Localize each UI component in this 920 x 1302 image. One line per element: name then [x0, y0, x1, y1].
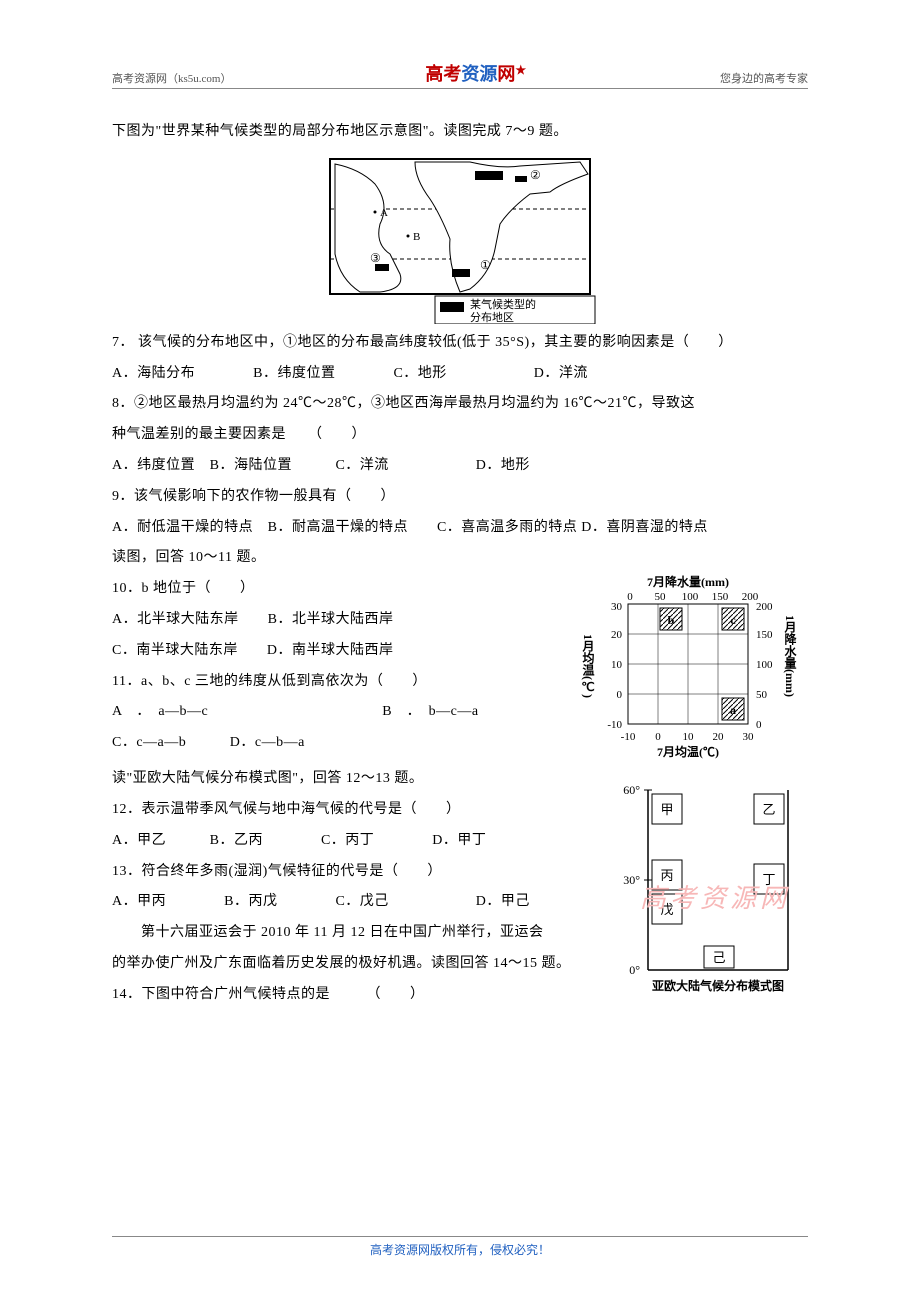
svg-text:20: 20	[713, 731, 725, 743]
svg-text:c: c	[730, 613, 736, 627]
svg-text:0°: 0°	[629, 963, 640, 977]
svg-text:30°: 30°	[623, 873, 640, 887]
header-right: 您身边的高考专家	[720, 70, 808, 86]
svg-text:50: 50	[756, 689, 768, 701]
svg-text:0: 0	[655, 731, 661, 743]
svg-text:-10: -10	[621, 731, 636, 743]
intro-text: 下图为"世界某种气候类型的局部分布地区示意图"。读图完成 7～9 题。	[112, 117, 808, 148]
page-footer: 高考资源网版权所有，侵权必究！	[112, 1236, 808, 1258]
question-9-options: A．耐低温干燥的特点 B．耐高温干燥的特点 C．喜高温多雨的特点 D．喜阴喜湿的…	[112, 513, 808, 544]
svg-text:1月均温(℃): 1月均温(℃)	[581, 634, 595, 698]
intro-text-2: 读图，回答 10～11 题。	[112, 543, 808, 574]
svg-text:150: 150	[756, 629, 773, 641]
svg-text:30: 30	[743, 731, 755, 743]
question-7-stem: 7． 该气候的分布地区中，①地区的分布最高纬度较低(低于 35°S)，其主要的影…	[112, 328, 808, 359]
svg-text:30: 30	[611, 601, 623, 613]
svg-text:③: ③	[370, 251, 381, 265]
svg-text:7月降水量(mm): 7月降水量(mm)	[647, 574, 729, 589]
header-left: 高考资源网（ks5u.com）	[112, 70, 231, 86]
svg-text:②: ②	[530, 168, 541, 182]
svg-text:①: ①	[480, 258, 491, 272]
svg-text:b: b	[668, 613, 675, 627]
figure-world-map: A B ② ① ③ 某气候类型的 分布地区	[320, 154, 600, 324]
header-center: 高考资源网★	[425, 60, 526, 86]
svg-text:A: A	[380, 207, 388, 219]
svg-text:7月均温(℃): 7月均温(℃)	[657, 744, 719, 759]
page-header: 高考资源网（ks5u.com） 高考资源网★ 您身边的高考专家	[112, 60, 808, 89]
svg-text:乙: 乙	[762, 802, 775, 817]
svg-text:甲: 甲	[660, 802, 673, 817]
question-9-stem: 9．该气候影响下的农作物一般具有（ ）	[112, 482, 808, 513]
svg-text:200: 200	[756, 601, 773, 613]
svg-text:20: 20	[611, 629, 623, 641]
svg-text:0: 0	[617, 689, 623, 701]
svg-text:150: 150	[712, 591, 729, 603]
svg-text:10: 10	[683, 731, 695, 743]
svg-text:-10: -10	[607, 719, 622, 731]
svg-text:B: B	[413, 231, 420, 243]
svg-text:亚欧大陆气候分布模式图: 亚欧大陆气候分布模式图	[652, 978, 784, 993]
figure-scatter-climate: 7月降水量(mm) 0 50 100 150 200 30 20 10 0 -1…	[568, 574, 808, 764]
svg-text:10: 10	[611, 659, 623, 671]
svg-text:50: 50	[655, 591, 667, 603]
svg-text:100: 100	[756, 659, 773, 671]
svg-text:己: 己	[712, 950, 725, 965]
question-8-line1: 8．②地区最热月均温约为 24℃～28℃，③地区西海岸最热月均温约为 16℃～2…	[112, 389, 808, 420]
question-7-options: A．海陆分布 B．纬度位置 C．地形 D．洋流	[112, 359, 808, 390]
svg-text:a: a	[730, 703, 736, 717]
question-8-options: A．纬度位置 B．海陆位置 C．洋流 D．地形	[112, 451, 808, 482]
svg-text:0: 0	[627, 591, 633, 603]
svg-text:0: 0	[756, 719, 762, 731]
svg-text:分布地区: 分布地区	[470, 311, 514, 324]
svg-text:60°: 60°	[623, 783, 640, 797]
svg-text:100: 100	[682, 591, 699, 603]
question-8-line2: 种气温差别的最主要因素是 （ ）	[112, 420, 808, 451]
watermark: 高考资源网	[640, 878, 790, 915]
svg-text:某气候类型的: 某气候类型的	[470, 297, 536, 311]
svg-text:1月降水量(mm): 1月降水量(mm)	[783, 615, 797, 697]
